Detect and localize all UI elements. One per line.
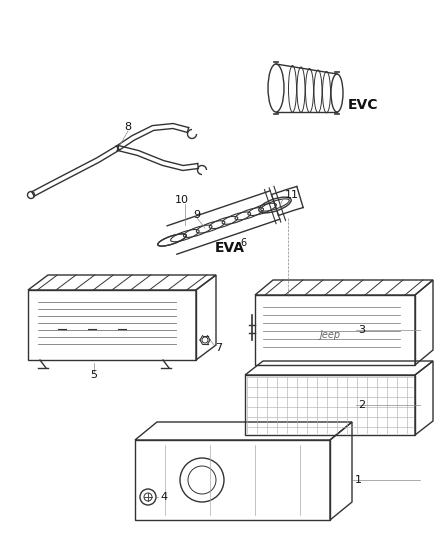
Text: 2: 2 <box>358 400 365 410</box>
Text: 10: 10 <box>175 195 189 205</box>
Text: 5: 5 <box>90 370 97 380</box>
Text: 7: 7 <box>215 343 222 353</box>
Text: 8: 8 <box>124 122 131 132</box>
Text: EVC: EVC <box>348 98 378 112</box>
Text: 4: 4 <box>160 492 167 502</box>
Text: 11: 11 <box>285 190 299 200</box>
Text: 1: 1 <box>355 475 362 485</box>
Text: 9: 9 <box>193 210 200 220</box>
Text: EVA: EVA <box>215 241 245 255</box>
Text: 6: 6 <box>240 238 246 248</box>
Text: Jeep: Jeep <box>319 330 341 340</box>
Text: 3: 3 <box>358 325 365 335</box>
